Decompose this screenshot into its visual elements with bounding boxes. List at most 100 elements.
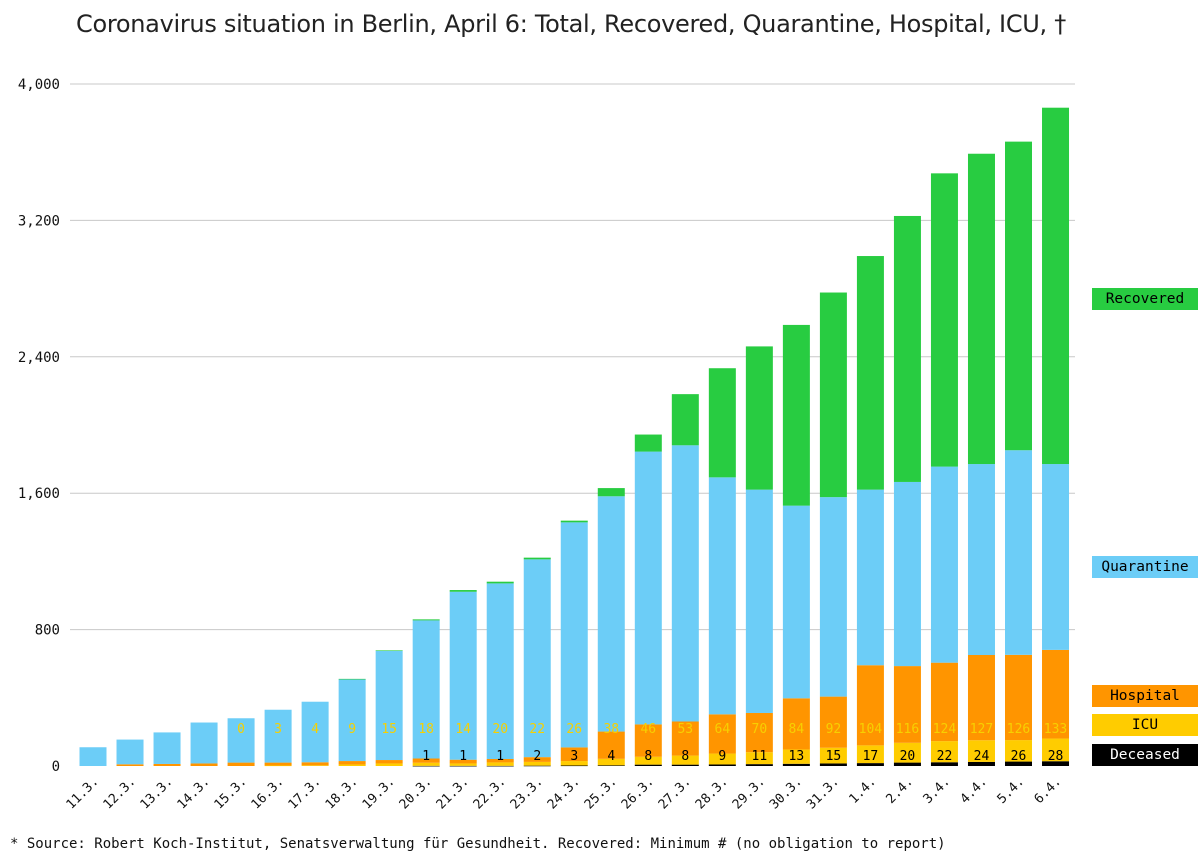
bar-segment-quarantine (301, 701, 329, 763)
bar-segment-quarantine (671, 445, 699, 722)
bar-segment-hospital (264, 762, 292, 766)
icu-data-label: 53 (677, 722, 693, 737)
deceased-data-label: 24 (974, 749, 990, 764)
bar-segment-quarantine (375, 650, 403, 761)
deceased-data-label: 4 (607, 749, 615, 764)
bar-segment-hospital (634, 724, 662, 757)
bar-stack (523, 557, 551, 767)
icu-data-label: 0 (237, 722, 245, 737)
y-tick-label: 2,400 (18, 350, 60, 366)
bar-segment-recovered (1005, 141, 1032, 451)
icu-data-label: 3 (274, 722, 282, 737)
bar-stack (486, 581, 514, 767)
icu-data-label: 14 (455, 722, 471, 737)
bar-segment-hospital (190, 763, 218, 766)
deceased-data-label: 1 (459, 749, 467, 764)
bar-stack (782, 324, 810, 766)
bar-segment-icu (449, 763, 477, 766)
bar-segment-hospital (671, 721, 699, 756)
bar-segment-deceased (671, 764, 699, 766)
bar-segment-hospital (560, 747, 588, 762)
bar-segment-deceased (819, 763, 847, 766)
x-tick-label: 16.3. (249, 774, 287, 812)
bar-stack (79, 747, 107, 766)
bar-segment-hospital (486, 759, 514, 763)
bar-segment-deceased (1042, 761, 1070, 766)
bar-segment-hospital (523, 757, 551, 762)
bar-segment-quarantine (523, 559, 551, 758)
bar-segment-recovered (671, 394, 699, 446)
bar-segment-quarantine (782, 505, 810, 699)
icu-data-label: 46 (640, 722, 656, 737)
bar-stack (190, 722, 218, 766)
x-axis-ticks: 11.3.12.3.13.3.14.3.15.3.16.3.17.3.18.3.… (64, 774, 1065, 812)
bar-segment-hospital (153, 763, 181, 766)
bar-segment-hospital (856, 665, 884, 746)
bar-segment-quarantine (1042, 464, 1070, 650)
bar-stack (264, 709, 292, 767)
bar-segment-icu (264, 765, 292, 767)
deceased-data-label: 1 (422, 749, 430, 764)
x-tick-label: 12.3. (101, 774, 139, 812)
bar-stack (412, 619, 440, 767)
x-tick-label: 22.3. (471, 774, 509, 812)
bar-segment-recovered (449, 590, 477, 592)
x-tick-label: 23.3. (508, 774, 546, 812)
x-tick-label: 15.3. (212, 774, 250, 812)
bar-segment-icu (301, 765, 329, 766)
bar-segment-icu (819, 747, 847, 764)
icu-data-label: 4 (311, 722, 319, 737)
icu-data-label: 92 (826, 722, 842, 737)
bar-segment-icu (375, 763, 403, 766)
bar-segment-icu (1042, 738, 1070, 762)
bar-stack (634, 434, 662, 766)
bar-segment-deceased (893, 762, 921, 766)
bar-segment-icu (967, 740, 995, 762)
deceased-data-label: 15 (826, 749, 842, 764)
bar-segment-hospital (338, 761, 366, 765)
bar-segment-quarantine (597, 496, 625, 732)
x-tick-label: 19.3. (360, 774, 398, 812)
deceased-data-label: 13 (789, 749, 805, 764)
icu-data-label: 18 (418, 722, 434, 737)
bar-stack (153, 732, 181, 766)
bar-segment-icu (486, 762, 514, 766)
x-tick-label: 21.3. (434, 774, 472, 812)
bar-segment-recovered (967, 153, 995, 465)
bar-segment-hospital (375, 760, 403, 764)
icu-data-label: 116 (896, 722, 919, 737)
bar-segment-deceased (597, 765, 625, 766)
bar-segment-hospital (116, 764, 144, 766)
x-tick-label: 11.3. (64, 774, 102, 812)
legend-quarantine: Quarantine (1092, 556, 1198, 578)
x-tick-label: 14.3. (175, 774, 213, 812)
x-tick-label: 28.3. (693, 774, 731, 812)
deceased-data-label: 3 (570, 749, 578, 764)
x-tick-label: 13.3. (138, 774, 176, 812)
bar-stack (856, 256, 884, 766)
icu-data-label: 9 (348, 722, 356, 737)
icu-data-label: 64 (715, 722, 731, 737)
bar-segment-deceased (486, 765, 514, 767)
bar-stack (893, 215, 921, 766)
bar-segment-icu (708, 753, 736, 765)
legend-deceased: Deceased (1092, 744, 1198, 766)
x-tick-label: 26.3. (619, 774, 657, 812)
bar-segment-icu (782, 749, 810, 764)
bar-segment-quarantine (819, 497, 847, 697)
bar-segment-hospital (893, 666, 921, 743)
icu-data-label: 126 (1007, 722, 1030, 737)
deceased-data-label: 8 (681, 749, 689, 764)
bar-segment-quarantine (116, 739, 144, 765)
bar-segment-quarantine (856, 489, 884, 666)
bar-segment-recovered (375, 650, 403, 652)
deceased-data-label: 20 (900, 749, 916, 764)
bar-segment-icu (745, 752, 773, 765)
deceased-data-label: 1 (496, 749, 504, 764)
bar-stack (449, 590, 477, 767)
bar-segment-quarantine (412, 620, 440, 759)
bar-segment-recovered (338, 678, 366, 680)
bar-segment-quarantine (1005, 450, 1032, 655)
bar-stack (116, 739, 144, 766)
bar-segment-deceased (967, 761, 995, 766)
